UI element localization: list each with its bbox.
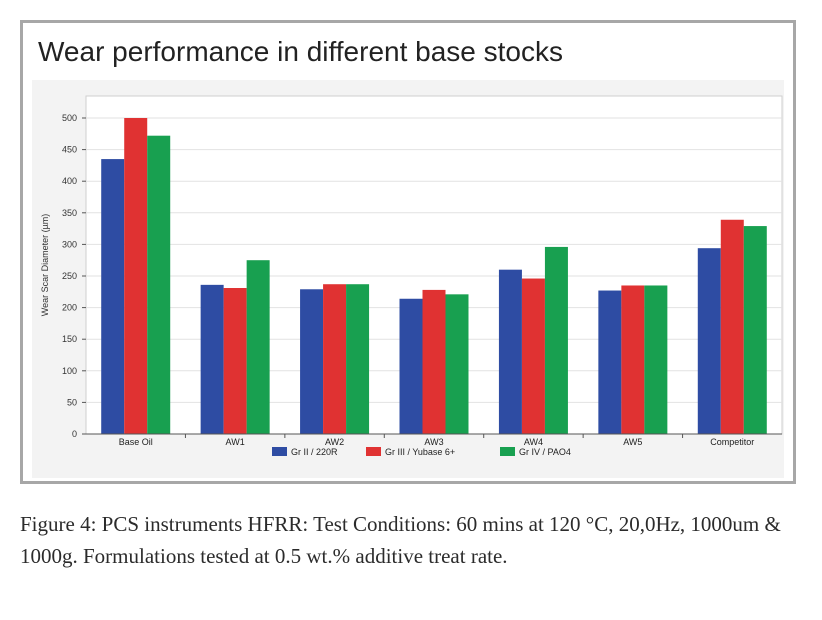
- x-tick-label: AW1: [226, 437, 245, 447]
- y-tick-label: 450: [62, 145, 77, 155]
- bar: [300, 289, 324, 434]
- x-tick-label: Base Oil: [119, 437, 153, 447]
- legend-label: Gr III / Yubase 6+: [385, 447, 455, 457]
- y-tick-label: 100: [62, 366, 77, 376]
- legend-swatch: [500, 447, 515, 456]
- y-tick-label: 0: [72, 429, 77, 439]
- bars: [101, 118, 767, 435]
- y-tick-label: 500: [62, 113, 77, 123]
- x-tick-label: AW4: [524, 437, 543, 447]
- y-tick-label: 50: [67, 397, 77, 407]
- bar: [521, 278, 545, 434]
- bar: [498, 269, 522, 434]
- legend-swatch: [366, 447, 381, 456]
- bar: [445, 294, 469, 434]
- y-tick-label: 300: [62, 239, 77, 249]
- y-tick-label: 350: [62, 208, 77, 218]
- bar: [147, 135, 171, 435]
- y-tick-label: 200: [62, 303, 77, 313]
- bar: [697, 248, 721, 434]
- legend-label: Gr II / 220R: [291, 447, 338, 457]
- x-axis-ticks: Base Oil AW1 AW2 AW3 AW4 AW5 Competitor: [119, 434, 754, 447]
- y-axis-ticks: 0 50 100 150 200 250 300 350 400 450 500: [62, 113, 86, 439]
- bar: [399, 298, 423, 434]
- y-tick-label: 400: [62, 176, 77, 186]
- legend-label: Gr IV / PAO4: [519, 447, 571, 457]
- y-tick-label: 150: [62, 334, 77, 344]
- legend: Gr II / 220R Gr III / Yubase 6+ Gr IV / PA…: [272, 447, 571, 457]
- legend-swatch: [272, 447, 287, 456]
- bar: [101, 159, 125, 434]
- bar: [223, 288, 247, 434]
- bar: [598, 290, 622, 434]
- figure-caption: Figure 4: PCS instruments HFRR: Test Con…: [20, 512, 781, 568]
- x-tick-label: AW3: [424, 437, 443, 447]
- bar: [720, 219, 744, 434]
- y-tick-label: 250: [62, 271, 77, 281]
- y-axis-title: Wear Scar Diameter (µm): [40, 214, 50, 317]
- bar-chart: 0 50 100 150 200 250 300 350 400 450 500 Base Oil A…: [40, 95, 783, 457]
- bar: [743, 226, 767, 434]
- bar: [124, 118, 148, 434]
- bar: [544, 246, 568, 434]
- bar: [346, 284, 370, 434]
- bar: [246, 260, 270, 434]
- x-tick-label: Competitor: [710, 437, 754, 447]
- x-tick-label: AW2: [325, 437, 344, 447]
- bar: [200, 284, 224, 434]
- bar: [644, 285, 668, 434]
- x-tick-label: AW5: [623, 437, 642, 447]
- chart-title: Wear performance in different base stock…: [38, 36, 563, 67]
- bar: [621, 285, 645, 434]
- bar: [323, 284, 347, 434]
- bar: [422, 289, 446, 434]
